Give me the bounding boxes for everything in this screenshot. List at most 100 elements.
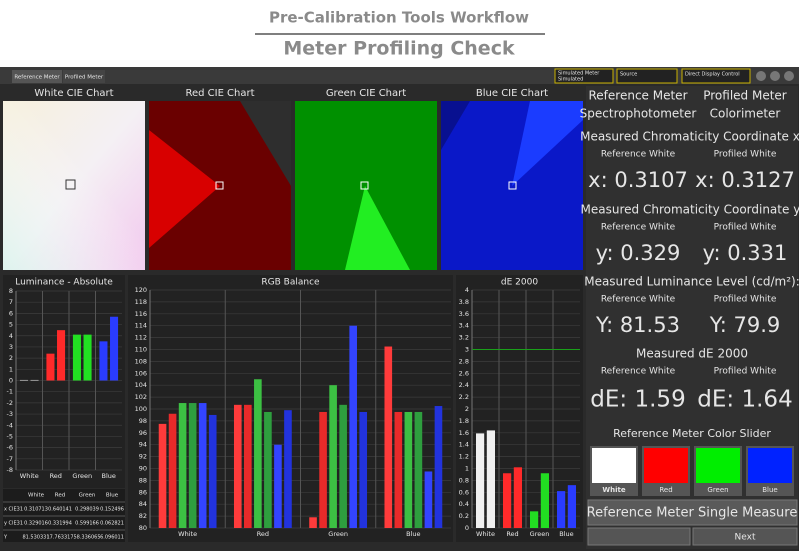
table-cell: 81.530331 [22, 535, 49, 541]
bar [339, 404, 347, 528]
y-tick-label: 4 [465, 286, 469, 294]
dropdown[interactable] [681, 68, 751, 84]
measure-button-label: Reference Meter Single Measure [587, 506, 798, 521]
bar [529, 511, 539, 528]
swatch[interactable] [644, 448, 688, 483]
measurement-heading: Measured Luminance Level (cd/m²): [584, 275, 799, 289]
y-tick-label: 0 [465, 524, 469, 532]
measurement-value: dE: 1.64 [697, 387, 792, 413]
swatch-label: Red [659, 486, 672, 494]
y-tick-label: 1 [9, 365, 13, 373]
y-tick-label: 100 [135, 405, 147, 413]
y-tick-label: -2 [7, 399, 13, 407]
bar [244, 404, 252, 528]
bar [284, 410, 292, 528]
y-tick-label: 3.2 [459, 334, 469, 342]
table-header: Blue [106, 493, 119, 499]
y-tick-label: 118 [135, 298, 147, 306]
bar [30, 379, 39, 381]
bar [309, 517, 317, 528]
measurement-value: Y: 81.53 [595, 313, 680, 337]
tab-label: Profiled Meter [65, 75, 104, 81]
bar [188, 403, 197, 528]
y-tick-label: 108 [135, 357, 147, 365]
measurement-heading: Measured Chromaticity Coordinate x: [580, 130, 799, 144]
measurement-value: x: 0.3107 [588, 168, 688, 192]
y-tick-label: 112 [135, 334, 147, 342]
header-title: Pre-Calibration Tools Workflow [269, 9, 529, 27]
swatch[interactable] [696, 448, 740, 483]
swatch-label: Blue [762, 486, 778, 494]
y-tick-label: 88 [139, 476, 147, 484]
table-cell: 0.152496 [100, 507, 124, 513]
swatch[interactable] [748, 448, 792, 483]
cie-title: Red CIE Chart [185, 88, 254, 99]
slider-title: Reference Meter Color Slider [613, 427, 771, 440]
y-tick-label: -1 [7, 388, 13, 396]
y-tick-label: 102 [135, 393, 147, 401]
bar [46, 353, 55, 381]
y-tick-label: 3 [9, 343, 13, 351]
tab[interactable] [12, 70, 62, 83]
y-tick-label: -8 [7, 466, 13, 474]
y-tick-label: 92 [139, 453, 147, 461]
bar [424, 471, 433, 528]
bar [198, 403, 207, 528]
table-header: White [28, 493, 45, 499]
swatch-label: White [602, 486, 625, 494]
y-tick-label: 116 [135, 310, 147, 318]
y-tick-label: 7 [9, 298, 13, 306]
icon-button[interactable] [784, 71, 794, 81]
table-cell: 0.640141 [48, 507, 72, 513]
table-header: Green [79, 493, 96, 499]
x-tick-label: Green [72, 472, 92, 480]
icon-button[interactable] [770, 71, 780, 81]
cie-title: White CIE Chart [34, 88, 113, 99]
bar [208, 414, 217, 528]
y-tick-label: 2.6 [459, 369, 469, 377]
dropdown[interactable] [616, 68, 678, 84]
table-cell: 0.310713 [24, 507, 48, 513]
measurement-heading: Measured Chromaticity Coordinate y: [581, 203, 799, 217]
y-tick-label: 110 [135, 346, 147, 354]
meter-kind: Spectrophotometer [580, 107, 697, 121]
y-tick-label: 96 [139, 429, 147, 437]
chart-title: RGB Balance [261, 278, 320, 288]
y-tick-label: -3 [7, 410, 13, 418]
dropdown[interactable] [554, 68, 614, 84]
cie-red-gamut [149, 130, 220, 248]
x-tick-label: Blue [406, 530, 420, 538]
back-button[interactable] [587, 527, 691, 546]
y-tick-label: 106 [135, 369, 147, 377]
y-tick-label: 2 [9, 354, 13, 362]
y-tick-label: -5 [7, 432, 13, 440]
table-cell: 0.298039 [75, 507, 99, 513]
tab[interactable] [63, 70, 105, 83]
swatch[interactable] [592, 448, 636, 483]
meter-name: Profiled Meter [703, 89, 787, 103]
measure-button[interactable] [587, 499, 798, 526]
cie-marker [215, 181, 224, 190]
y-tick-label: 94 [139, 441, 147, 449]
bar [264, 411, 272, 528]
y-tick-label: -6 [7, 444, 13, 452]
y-tick-label: 4 [9, 332, 13, 340]
icon-button[interactable] [756, 71, 766, 81]
bar [19, 379, 28, 381]
measurement-label: Profiled White [714, 223, 777, 233]
bar [349, 325, 357, 528]
bar [233, 404, 242, 528]
table-row-label: y CIE31 [4, 521, 23, 527]
table-cell: 0.329016 [24, 521, 48, 527]
bar [329, 385, 337, 528]
table-cell: 58.336065 [73, 535, 100, 541]
table-cell: 6.096011 [100, 535, 124, 541]
x-tick-label: White [178, 530, 197, 538]
measurement-label: Reference White [601, 150, 676, 160]
chart-bg [3, 275, 125, 488]
y-tick-label: 82 [139, 512, 147, 520]
bar [502, 473, 512, 528]
dropdown-label: Source [620, 72, 637, 78]
next-button[interactable] [692, 527, 798, 546]
y-tick-label: 0 [9, 377, 13, 385]
